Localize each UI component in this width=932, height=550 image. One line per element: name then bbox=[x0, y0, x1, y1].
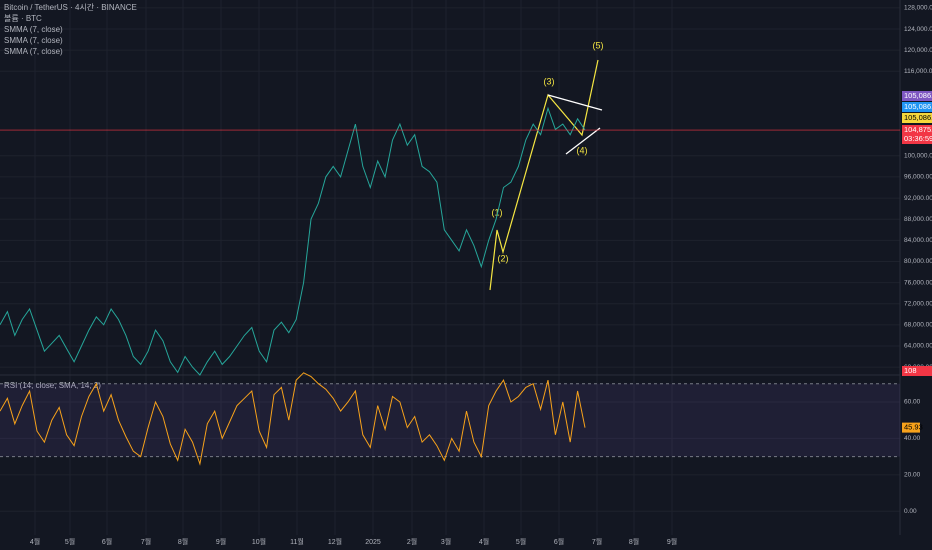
y-tick-label: 0.00 bbox=[904, 508, 917, 515]
x-tick-label: 2025 bbox=[365, 539, 381, 546]
y-tick-label: 116,000.00 bbox=[904, 68, 932, 75]
y-tick-label: 96,000.00 bbox=[904, 174, 932, 181]
y-tick-label: 60.00 bbox=[904, 399, 921, 406]
y-tick-label: 92,000.00 bbox=[904, 195, 932, 202]
price-tag-label: 104,875.61 bbox=[904, 125, 932, 134]
legend-line: SMMA (7, close) bbox=[4, 25, 63, 34]
y-tick-label: 72,000.00 bbox=[904, 300, 932, 307]
price-tag-label: 105,086.09 bbox=[904, 113, 932, 122]
y-tick-label: 76,000.00 bbox=[904, 279, 932, 286]
chart-title: Bitcoin / TetherUS · 4시간 · BINANCE bbox=[4, 2, 137, 12]
x-tick-label: 6월 bbox=[102, 537, 112, 546]
y-tick-label: 84,000.00 bbox=[904, 237, 932, 244]
price-tag-label: 108 bbox=[904, 366, 917, 375]
x-tick-label: 7월 bbox=[141, 537, 151, 546]
wave-label: (3) bbox=[544, 76, 555, 86]
y-tick-label: 100,000.00 bbox=[904, 153, 932, 160]
rsi-line bbox=[0, 372, 586, 466]
y-tick-label: 124,000.00 bbox=[904, 26, 932, 33]
y-tick-label: 80,000.00 bbox=[904, 258, 932, 265]
x-tick-label: 5월 bbox=[65, 537, 75, 546]
legend-line: 볼륨 · BTC bbox=[4, 13, 42, 23]
wave-label: (2) bbox=[498, 253, 509, 263]
rsi-title: RSI (14, close, SMA, 14, 2) bbox=[4, 381, 101, 390]
legend-line: SMMA (7, close) bbox=[4, 36, 63, 45]
y-tick-label: 120,000.00 bbox=[904, 47, 932, 54]
x-tick-label: 8월 bbox=[178, 537, 188, 546]
x-tick-label: 8월 bbox=[629, 537, 639, 546]
price-tag bbox=[902, 91, 932, 101]
drawing bbox=[489, 59, 603, 291]
rsi-tag-label: 45.93 bbox=[904, 423, 923, 432]
price-tag bbox=[902, 366, 932, 376]
price-tag-label: 105,086.09 bbox=[904, 102, 932, 111]
price-tag-label: 03:36:59 bbox=[904, 134, 932, 143]
x-tick-label: 5월 bbox=[516, 537, 526, 546]
x-tick-label: 9월 bbox=[667, 537, 677, 546]
price-tag bbox=[902, 102, 932, 112]
y-tick-label: 64,000.00 bbox=[904, 343, 932, 350]
price-tag bbox=[902, 113, 932, 123]
y-tick-label: 40.00 bbox=[904, 435, 921, 442]
price-tag bbox=[902, 134, 932, 144]
y-tick-label: 68,000.00 bbox=[904, 322, 932, 329]
x-tick-label: 12월 bbox=[328, 537, 342, 546]
rsi-tag bbox=[902, 422, 920, 433]
x-tick-label: 2월 bbox=[407, 537, 417, 546]
x-tick-label: 10월 bbox=[252, 537, 266, 546]
x-tick-label: 4월 bbox=[30, 537, 40, 546]
y-tick-label: 128,000.00 bbox=[904, 5, 932, 12]
wave-label: (4) bbox=[577, 145, 588, 155]
legend-line: SMMA (7, close) bbox=[4, 47, 63, 56]
x-tick-label: 7월 bbox=[592, 537, 602, 546]
y-tick-label: 88,000.00 bbox=[904, 216, 932, 223]
price-line bbox=[0, 106, 586, 376]
price-tag bbox=[902, 125, 932, 135]
x-tick-label: 6월 bbox=[554, 537, 564, 546]
rsi-band bbox=[0, 383, 900, 457]
price-tag-label: 105,086.09 bbox=[904, 91, 932, 100]
x-tick-label: 9월 bbox=[216, 537, 226, 546]
wave-label: (5) bbox=[593, 40, 604, 50]
x-tick-label: 4월 bbox=[479, 537, 489, 546]
y-tick-label: 20.00 bbox=[904, 472, 921, 479]
x-tick-label: 11월 bbox=[290, 537, 304, 546]
wave-label: (1) bbox=[492, 207, 503, 217]
x-tick-label: 3월 bbox=[441, 537, 451, 546]
